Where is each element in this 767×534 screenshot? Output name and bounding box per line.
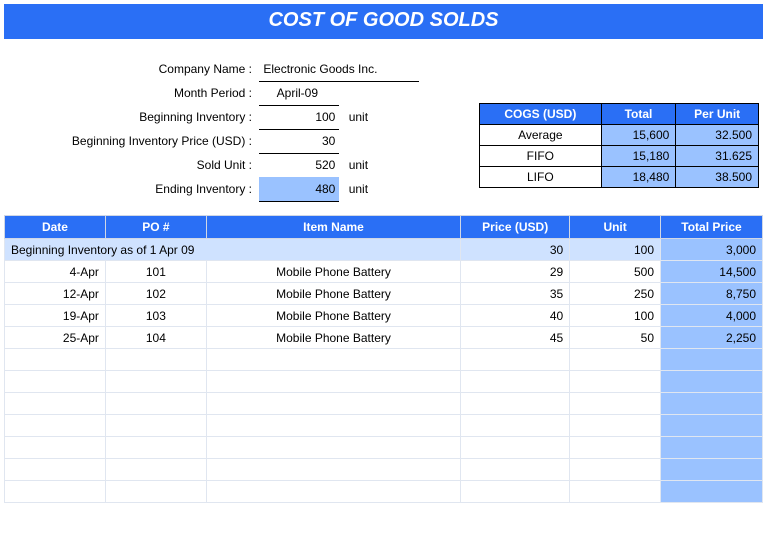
top-area: Company Name : Electronic Goods Inc. Mon… xyxy=(4,39,763,215)
cogs-method: FIFO xyxy=(480,146,602,167)
ending-inventory-value: 480 xyxy=(259,177,339,202)
beginning-inventory-label: Beginning Inventory : xyxy=(8,105,256,129)
sold-unit-unit: unit xyxy=(343,153,368,177)
beginning-row-total: 3,000 xyxy=(661,239,763,261)
cogs-total: 15,600 xyxy=(601,125,676,146)
cell-price: 40 xyxy=(461,305,570,327)
header-price: Price (USD) xyxy=(461,216,570,239)
beginning-inventory-row: Beginning Inventory : 100 unit xyxy=(8,105,428,129)
header-date: Date xyxy=(5,216,106,239)
cogs-total: 15,180 xyxy=(601,146,676,167)
header-item: Item Name xyxy=(206,216,460,239)
cell-item: Mobile Phone Battery xyxy=(206,305,460,327)
company-name-label: Company Name : xyxy=(8,57,256,81)
header-po: PO # xyxy=(105,216,206,239)
cogs-perunit: 31.625 xyxy=(676,146,759,167)
header-total: Total Price xyxy=(661,216,763,239)
table-row-empty xyxy=(5,437,763,459)
sold-unit-value[interactable]: 520 xyxy=(259,153,339,178)
table-row-empty xyxy=(5,481,763,503)
table-row: 19-Apr103Mobile Phone Battery401004,000 xyxy=(5,305,763,327)
cell-unit: 250 xyxy=(570,283,661,305)
table-row: 4-Apr101Mobile Phone Battery2950014,500 xyxy=(5,261,763,283)
cell-item: Mobile Phone Battery xyxy=(206,261,460,283)
cogs-header-perunit: Per Unit xyxy=(676,104,759,125)
cell-po: 104 xyxy=(105,327,206,349)
month-period-label: Month Period : xyxy=(8,81,256,105)
cell-total: 4,000 xyxy=(661,305,763,327)
table-row: 12-Apr102Mobile Phone Battery352508,750 xyxy=(5,283,763,305)
sold-unit-row: Sold Unit : 520 unit xyxy=(8,153,428,177)
page-title: COST OF GOOD SOLDS xyxy=(4,4,763,39)
month-period-row: Month Period : April-09 xyxy=(8,81,428,105)
cogs-row: FIFO15,18031.625 xyxy=(480,146,759,167)
cell-unit: 100 xyxy=(570,305,661,327)
cogs-total: 18,480 xyxy=(601,167,676,188)
cell-total: 8,750 xyxy=(661,283,763,305)
table-row-empty xyxy=(5,349,763,371)
table-row-empty xyxy=(5,371,763,393)
beginning-inventory-value[interactable]: 100 xyxy=(259,105,339,130)
cogs-method: LIFO xyxy=(480,167,602,188)
table-row-empty xyxy=(5,415,763,437)
cell-total: 2,250 xyxy=(661,327,763,349)
cell-po: 103 xyxy=(105,305,206,327)
data-header-row: Date PO # Item Name Price (USD) Unit Tot… xyxy=(5,216,763,239)
cell-date: 19-Apr xyxy=(5,305,106,327)
cell-date: 4-Apr xyxy=(5,261,106,283)
cogs-row: Average15,60032.500 xyxy=(480,125,759,146)
table-row-empty xyxy=(5,459,763,481)
beginning-row-price: 30 xyxy=(461,239,570,261)
beginning-inventory-unit: unit xyxy=(343,105,368,129)
beginning-inventory-row-table: Beginning Inventory as of 1 Apr 09 30 10… xyxy=(5,239,763,261)
ending-inventory-label: Ending Inventory : xyxy=(8,177,256,201)
beg-inv-price-label: Beginning Inventory Price (USD) : xyxy=(8,129,256,153)
beginning-row-label: Beginning Inventory as of 1 Apr 09 xyxy=(5,239,461,261)
data-table: Date PO # Item Name Price (USD) Unit Tot… xyxy=(4,215,763,503)
cell-unit: 50 xyxy=(570,327,661,349)
cogs-header-row: COGS (USD) Total Per Unit xyxy=(480,104,759,125)
cell-date: 12-Apr xyxy=(5,283,106,305)
cell-date: 25-Apr xyxy=(5,327,106,349)
cell-unit: 500 xyxy=(570,261,661,283)
cogs-header-label: COGS (USD) xyxy=(480,104,602,125)
month-period-value[interactable]: April-09 xyxy=(259,81,339,106)
table-row: 25-Apr104Mobile Phone Battery45502,250 xyxy=(5,327,763,349)
cell-item: Mobile Phone Battery xyxy=(206,283,460,305)
ending-inventory-unit: unit xyxy=(343,177,368,201)
ending-inventory-row: Ending Inventory : 480 unit xyxy=(8,177,428,201)
cogs-row: LIFO18,48038.500 xyxy=(480,167,759,188)
cogs-perunit: 32.500 xyxy=(676,125,759,146)
beg-inv-price-row: Beginning Inventory Price (USD) : 30 xyxy=(8,129,428,153)
cell-total: 14,500 xyxy=(661,261,763,283)
cell-price: 29 xyxy=(461,261,570,283)
cogs-method: Average xyxy=(480,125,602,146)
form-panel: Company Name : Electronic Goods Inc. Mon… xyxy=(8,57,428,201)
beg-inv-price-value[interactable]: 30 xyxy=(259,129,339,154)
company-name-row: Company Name : Electronic Goods Inc. xyxy=(8,57,428,81)
cell-po: 101 xyxy=(105,261,206,283)
beginning-row-unit: 100 xyxy=(570,239,661,261)
cogs-perunit: 38.500 xyxy=(676,167,759,188)
header-unit: Unit xyxy=(570,216,661,239)
table-row-empty xyxy=(5,393,763,415)
cell-po: 102 xyxy=(105,283,206,305)
cogs-panel: COGS (USD) Total Per Unit Average15,6003… xyxy=(479,103,759,188)
cell-price: 45 xyxy=(461,327,570,349)
cogs-header-total: Total xyxy=(601,104,676,125)
company-name-value[interactable]: Electronic Goods Inc. xyxy=(259,57,419,82)
cogs-table: COGS (USD) Total Per Unit Average15,6003… xyxy=(479,103,759,188)
cell-item: Mobile Phone Battery xyxy=(206,327,460,349)
cell-price: 35 xyxy=(461,283,570,305)
sold-unit-label: Sold Unit : xyxy=(8,153,256,177)
